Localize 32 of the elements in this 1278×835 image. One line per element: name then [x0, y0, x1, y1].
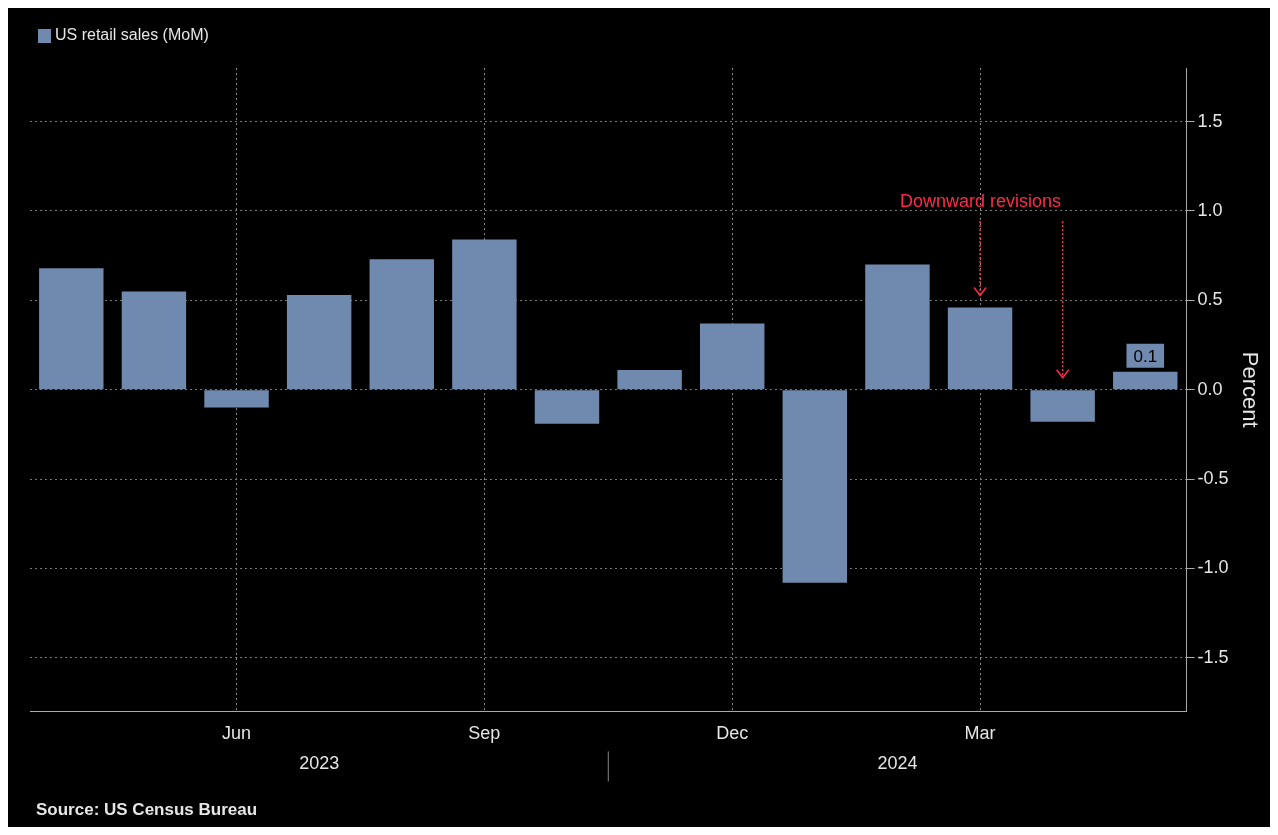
- y-tick-label: 1.5: [1197, 110, 1223, 131]
- bar: [286, 294, 352, 390]
- bar: [1113, 371, 1178, 390]
- y-tick-label: -1.0: [1197, 557, 1229, 578]
- bar: [1030, 390, 1095, 422]
- data-label: 0.1: [1133, 346, 1158, 366]
- x-tick-label: Jun: [222, 723, 252, 744]
- x-tick-label: Mar: [964, 723, 996, 744]
- y-tick-label: 0.5: [1197, 289, 1223, 310]
- source-note: Source: US Census Bureau: [36, 800, 258, 820]
- bar: [534, 390, 600, 424]
- bar: [782, 390, 848, 583]
- text: 2024: [877, 753, 918, 774]
- bar: [617, 370, 682, 390]
- legend-label: US retail sales (MoM): [55, 26, 209, 44]
- x-tick-label: Sep: [468, 723, 501, 744]
- bar: [121, 291, 187, 390]
- bar: [204, 390, 269, 408]
- bar: [369, 259, 434, 390]
- x-tick-label: Dec: [716, 723, 749, 744]
- y-tick-label: 0.0: [1197, 378, 1223, 399]
- annotation: Downward revisions: [900, 190, 1062, 211]
- bar: [699, 323, 765, 390]
- y-tick-label: -1.5: [1197, 646, 1229, 667]
- bar: [947, 307, 1013, 390]
- y-tick-label: 1.0: [1197, 199, 1223, 220]
- bar: [452, 239, 517, 390]
- y-tick-label: -0.5: [1197, 468, 1229, 489]
- bar: [39, 268, 104, 390]
- bar: [865, 264, 930, 390]
- y-axis-title: Percent: [1237, 351, 1263, 428]
- text: 2023: [299, 753, 340, 774]
